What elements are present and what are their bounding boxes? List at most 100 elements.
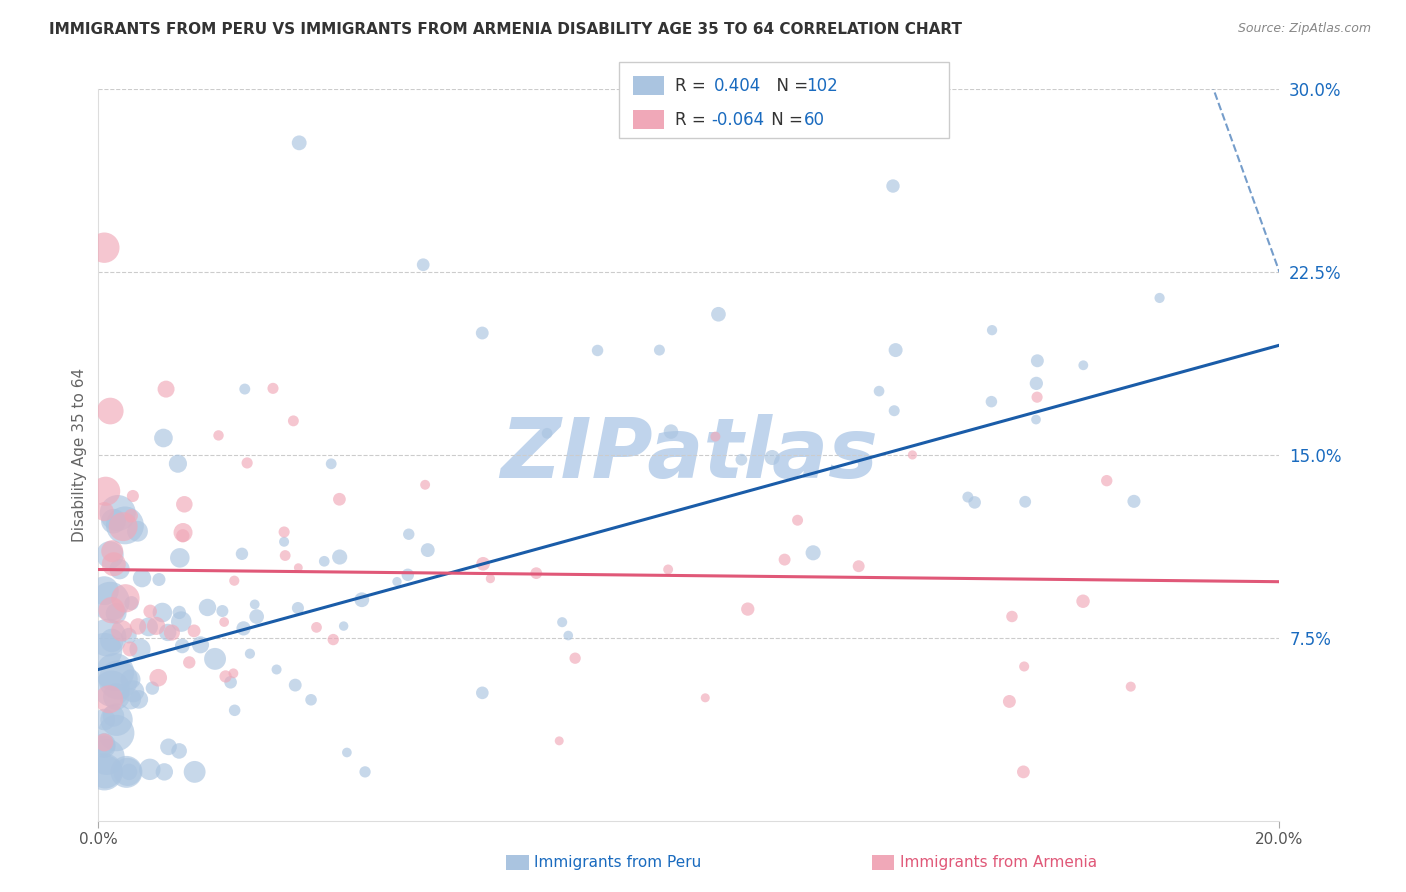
Point	[704, 429, 727, 443]
Point	[659, 425, 682, 439]
Point	[105, 607, 128, 621]
Point	[412, 258, 434, 272]
Point	[737, 602, 759, 616]
Point	[157, 739, 180, 754]
Point	[1025, 376, 1047, 391]
Text: IMMIGRANTS FROM PERU VS IMMIGRANTS FROM ARMENIA DISABILITY AGE 35 TO 64 CORRELAT: IMMIGRANTS FROM PERU VS IMMIGRANTS FROM …	[49, 22, 962, 37]
Point	[120, 673, 142, 687]
Point	[472, 557, 495, 571]
Text: N =: N =	[766, 111, 808, 128]
Point	[122, 684, 145, 698]
Point	[288, 136, 311, 150]
Point	[118, 629, 141, 643]
Point	[350, 592, 373, 607]
Point	[524, 566, 547, 581]
Point	[471, 326, 494, 340]
Point	[167, 744, 190, 758]
Point	[479, 572, 502, 586]
Point	[1001, 609, 1024, 624]
Point	[416, 543, 439, 558]
Point	[98, 548, 121, 562]
Point	[868, 384, 890, 398]
Point	[224, 703, 246, 717]
Point	[183, 764, 205, 779]
Point	[93, 737, 115, 751]
Point	[287, 560, 309, 574]
Point	[114, 518, 136, 533]
Point	[901, 448, 924, 462]
Point	[471, 686, 494, 700]
Point	[963, 495, 986, 509]
Point	[1071, 594, 1094, 608]
Point	[93, 241, 115, 255]
Point	[956, 490, 979, 504]
Point	[104, 665, 127, 680]
Point	[114, 591, 136, 606]
Text: ZIPatlas: ZIPatlas	[501, 415, 877, 495]
Point	[998, 694, 1021, 708]
Point	[1014, 495, 1036, 509]
Point	[105, 713, 128, 727]
Point	[167, 457, 190, 471]
Text: N =: N =	[766, 77, 814, 95]
Point	[145, 619, 167, 633]
Point	[93, 644, 115, 658]
Point	[93, 739, 115, 754]
Point	[100, 681, 122, 696]
Point	[1012, 659, 1035, 673]
Point	[1119, 680, 1142, 694]
Point	[93, 735, 115, 749]
Point	[773, 552, 796, 566]
Point	[156, 625, 179, 640]
Text: Immigrants from Armenia: Immigrants from Armenia	[900, 855, 1097, 870]
Point	[150, 606, 173, 620]
Point	[173, 497, 195, 511]
Point	[219, 675, 242, 690]
Text: Immigrants from Peru: Immigrants from Peru	[534, 855, 702, 870]
Point	[243, 598, 266, 612]
Point	[169, 606, 191, 620]
Text: 60: 60	[804, 111, 825, 128]
Point	[262, 381, 284, 395]
Point	[139, 762, 162, 776]
Point	[128, 692, 150, 706]
Point	[170, 615, 193, 629]
Point	[139, 604, 162, 618]
Point	[98, 692, 121, 706]
Point	[101, 633, 124, 648]
Text: R =: R =	[675, 111, 711, 128]
Point	[848, 559, 870, 574]
Point	[214, 669, 236, 683]
Point	[112, 519, 135, 533]
Point	[197, 600, 219, 615]
Point	[115, 764, 138, 779]
Point	[321, 457, 343, 471]
Point	[96, 750, 118, 764]
Point	[96, 631, 118, 645]
Point	[695, 690, 717, 705]
Point	[236, 456, 259, 470]
Point	[120, 508, 142, 523]
Point	[204, 652, 226, 666]
Point	[183, 624, 205, 638]
Point	[305, 620, 328, 634]
Point	[107, 673, 129, 687]
Point	[332, 619, 354, 633]
Point	[981, 323, 1004, 337]
Point	[117, 764, 139, 779]
Point	[648, 343, 671, 357]
Point	[127, 619, 149, 633]
Point	[179, 656, 201, 670]
Point	[883, 403, 905, 417]
Point	[284, 678, 307, 692]
Point	[730, 452, 752, 467]
Point	[707, 307, 730, 321]
Point	[93, 713, 115, 727]
Point	[314, 554, 336, 568]
Point	[1123, 494, 1146, 508]
Point	[100, 603, 122, 617]
Point	[328, 492, 350, 507]
Point	[103, 557, 125, 571]
Point	[1149, 291, 1171, 305]
Point	[322, 632, 344, 647]
